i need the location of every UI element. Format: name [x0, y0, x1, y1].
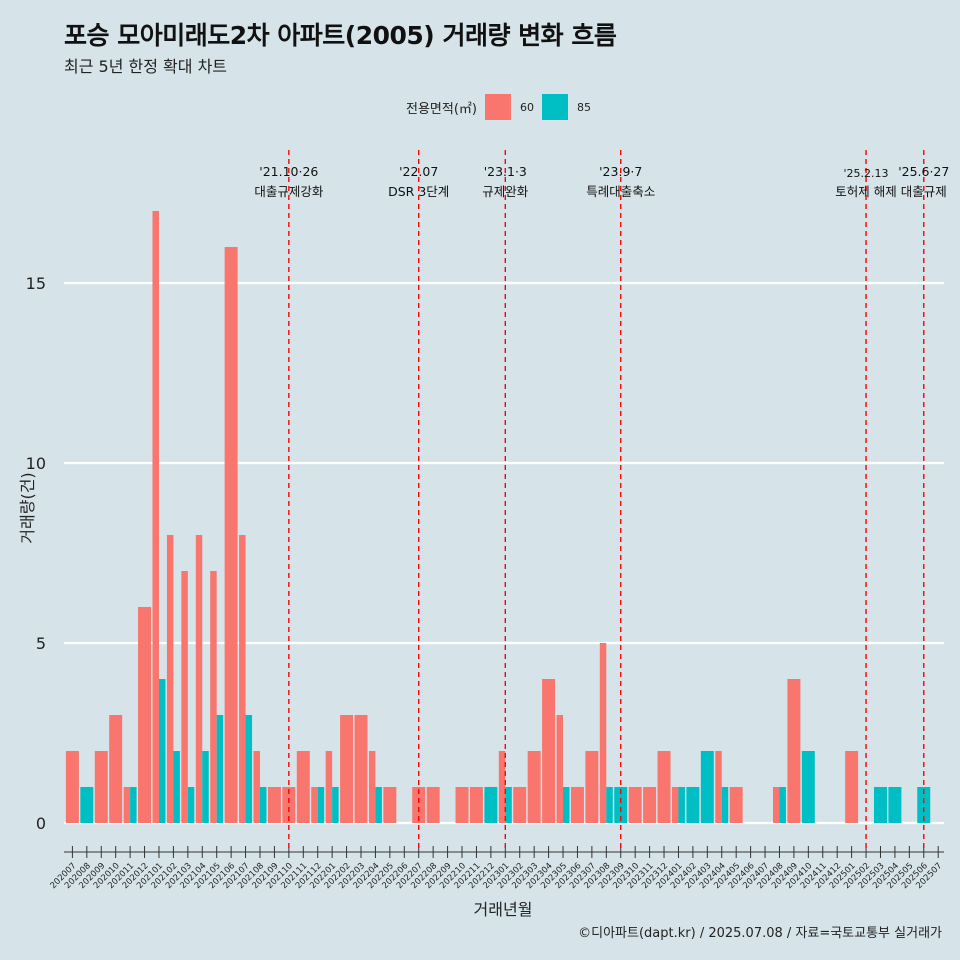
bar-60 — [109, 715, 123, 823]
bar-85 — [158, 679, 166, 823]
bar-60 — [253, 751, 260, 823]
bar-85 — [80, 787, 94, 823]
event-date: '23.9·7 — [599, 164, 642, 179]
bar-60 — [513, 787, 527, 823]
bar-60 — [94, 751, 108, 823]
bar-60 — [267, 787, 281, 823]
bar-85 — [888, 787, 902, 823]
bar-60 — [772, 787, 780, 823]
bar-85 — [917, 787, 931, 823]
bar-60 — [585, 751, 599, 823]
bar-85 — [614, 787, 628, 823]
event-label: 대출규제 — [901, 184, 947, 199]
bar-85 — [484, 787, 498, 823]
event-label: 토허제 해제 — [835, 184, 896, 199]
bar-85 — [317, 787, 325, 823]
bar-60 — [729, 787, 743, 823]
bar-60 — [282, 787, 296, 823]
bar-85 — [700, 751, 714, 823]
chart-title: 포승 모아미래도2차 아파트(2005) 거래량 변화 흐름 — [64, 21, 617, 50]
bar-85 — [173, 751, 180, 823]
bar-60 — [412, 787, 426, 823]
bar-60 — [325, 751, 333, 823]
event-date: '21.10·26 — [259, 164, 318, 179]
chart-caption: ©디아파트(dapt.kr) / 2025.07.08 / 자료=국토교통부 실… — [578, 926, 942, 941]
bar-60 — [570, 787, 584, 823]
event-label: DSR 3단계 — [388, 184, 449, 199]
bar-85 — [686, 787, 700, 823]
bar-60 — [787, 679, 801, 823]
legend: 전용면적(㎡) 60 85 — [406, 93, 599, 121]
bar-60 — [527, 751, 541, 823]
bar-60 — [628, 787, 642, 823]
bar-85 — [332, 787, 339, 823]
bar-85 — [202, 751, 209, 823]
event-date: '23.1·3 — [484, 164, 527, 179]
bar-60 — [556, 715, 564, 823]
bar-60 — [599, 643, 607, 823]
event-label: 특례대출축소 — [586, 184, 655, 199]
bar-60 — [239, 535, 246, 823]
bar-60 — [354, 715, 368, 823]
y-tick-label: 0 — [36, 814, 46, 833]
y-tick-label: 5 — [36, 634, 46, 653]
bar-60 — [123, 787, 131, 823]
bar-60 — [657, 751, 671, 823]
bar-85 — [606, 787, 613, 823]
bar-60 — [643, 787, 657, 823]
bar-60 — [340, 715, 354, 823]
legend-title: 전용면적(㎡) — [406, 101, 477, 117]
bar-85 — [563, 787, 570, 823]
bar-60 — [455, 787, 469, 823]
bar-85 — [801, 751, 815, 823]
bar-85 — [779, 787, 786, 823]
bar-85 — [245, 715, 253, 823]
bar-60 — [195, 535, 203, 823]
event-label: 규제완화 — [482, 184, 529, 199]
bar-85 — [187, 787, 195, 823]
bar-60 — [152, 211, 159, 823]
bar-60 — [845, 751, 859, 823]
bar-85 — [130, 787, 137, 823]
legend-swatch-60 — [484, 94, 511, 120]
legend-label-60: 60 — [519, 100, 534, 114]
bar-60 — [224, 247, 238, 823]
bar-60 — [426, 787, 440, 823]
y-axis-title: 거래량(건) — [18, 472, 37, 543]
bar-60 — [542, 679, 556, 823]
bar-60 — [296, 751, 310, 823]
event-label: 대출규제강화 — [254, 184, 324, 199]
event-date: '22.07 — [399, 164, 438, 179]
x-axis-title: 거래년월 — [474, 900, 533, 919]
bar-85 — [505, 787, 512, 823]
bar-60 — [715, 751, 722, 823]
y-tick-label: 15 — [26, 274, 46, 293]
legend-label-85: 85 — [576, 100, 591, 114]
bar-60 — [166, 535, 174, 823]
bar-60 — [498, 751, 506, 823]
chart-subtitle: 최근 5년 한정 확대 차트 — [64, 57, 228, 76]
bar-60 — [65, 751, 79, 823]
event-date: '25.6·27 — [898, 164, 949, 179]
bar-85 — [873, 787, 887, 823]
bar-60 — [138, 607, 152, 823]
bar-60 — [311, 787, 318, 823]
bar-60 — [383, 787, 397, 823]
bar-85 — [721, 787, 729, 823]
y-tick-label: 10 — [26, 454, 46, 473]
bar-85 — [375, 787, 382, 823]
bar-60 — [368, 751, 376, 823]
legend-swatch-85 — [541, 94, 568, 120]
bar-60 — [469, 787, 483, 823]
bar-60 — [671, 787, 679, 823]
bar-60 — [181, 571, 188, 823]
event-date: '25.2.13 — [844, 167, 889, 180]
bar-60 — [210, 571, 217, 823]
bar-85 — [259, 787, 267, 823]
bar-85 — [678, 787, 685, 823]
bar-85 — [216, 715, 224, 823]
